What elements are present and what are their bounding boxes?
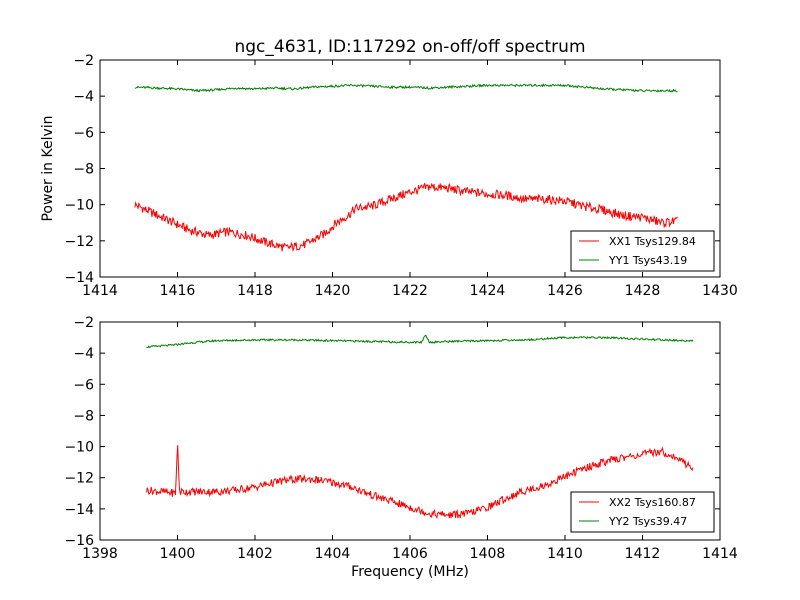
x-tick-label: 1410 bbox=[547, 546, 583, 562]
y-tick-label: −8 bbox=[73, 162, 94, 178]
legend-box bbox=[570, 491, 715, 533]
x-tick-label: 1418 bbox=[237, 283, 273, 299]
legend-entry: XX2 Tsys160.87 bbox=[609, 496, 696, 509]
chart-title: ngc_4631, ID:117292 on-off/off spectrum bbox=[234, 37, 585, 57]
x-tick-label: 1416 bbox=[160, 283, 196, 299]
y-tick-label: −12 bbox=[64, 471, 94, 487]
y-tick-label: −14 bbox=[64, 270, 94, 286]
y-tick-label: −8 bbox=[73, 408, 94, 424]
y-tick-label: −12 bbox=[64, 234, 94, 250]
x-tick-label: 1420 bbox=[315, 283, 351, 299]
x-tick-label: 1428 bbox=[625, 283, 661, 299]
bottom-spectrum-panel: 1398 1400 1402 1404 1406 1408 1410 1412 1414 −2 −4… bbox=[64, 315, 737, 580]
x-tick-label: 1424 bbox=[470, 283, 506, 299]
series-line-yy bbox=[146, 334, 694, 349]
y-tick-label: −2 bbox=[73, 53, 94, 69]
x-tick-label: 1406 bbox=[392, 546, 428, 562]
x-tick-label: 1400 bbox=[160, 546, 196, 562]
series-line-yy bbox=[134, 83, 678, 93]
x-axis-label: Frequency (MHz) bbox=[351, 564, 469, 580]
legend: XX1 Tsys129.84 YY1 Tsys43.19 bbox=[570, 230, 715, 272]
y-tick-label: −2 bbox=[73, 315, 94, 331]
y-tick-label: −4 bbox=[73, 89, 94, 105]
y-axis-label: Power in Kelvin bbox=[40, 115, 56, 221]
x-tick-label: 1408 bbox=[470, 546, 506, 562]
series-line-xx bbox=[146, 445, 694, 519]
y-tick-label: −16 bbox=[64, 533, 94, 549]
top-spectrum-panel: 1414 1416 1418 1420 1422 1424 1426 1428 1430 −2 −4… bbox=[40, 53, 738, 299]
y-tick-label: −10 bbox=[64, 440, 94, 456]
legend-box bbox=[570, 230, 715, 272]
legend-entry: XX1 Tsys129.84 bbox=[609, 235, 696, 248]
legend-entry: YY1 Tsys43.19 bbox=[608, 254, 687, 267]
x-tick-label: 1426 bbox=[547, 283, 583, 299]
legend-entry: YY2 Tsys39.47 bbox=[608, 515, 687, 528]
x-tick-label: 1412 bbox=[625, 546, 661, 562]
y-tick-label: −4 bbox=[73, 346, 94, 362]
x-tick-label: 1430 bbox=[702, 283, 738, 299]
x-tick-label: 1404 bbox=[315, 546, 351, 562]
x-tick-label: 1398 bbox=[82, 546, 118, 562]
legend: XX2 Tsys160.87 YY2 Tsys39.47 bbox=[570, 491, 715, 533]
series-line-xx bbox=[134, 182, 678, 253]
y-tick-label: −6 bbox=[73, 377, 94, 393]
y-tick-label: −10 bbox=[64, 198, 94, 214]
y-tick-label: −6 bbox=[73, 125, 94, 141]
y-tick-label: −14 bbox=[64, 502, 94, 518]
x-tick-label: 1414 bbox=[702, 546, 738, 562]
x-tick-label: 1402 bbox=[237, 546, 273, 562]
x-tick-label: 1422 bbox=[392, 283, 428, 299]
x-tick-label: 1414 bbox=[82, 283, 118, 299]
